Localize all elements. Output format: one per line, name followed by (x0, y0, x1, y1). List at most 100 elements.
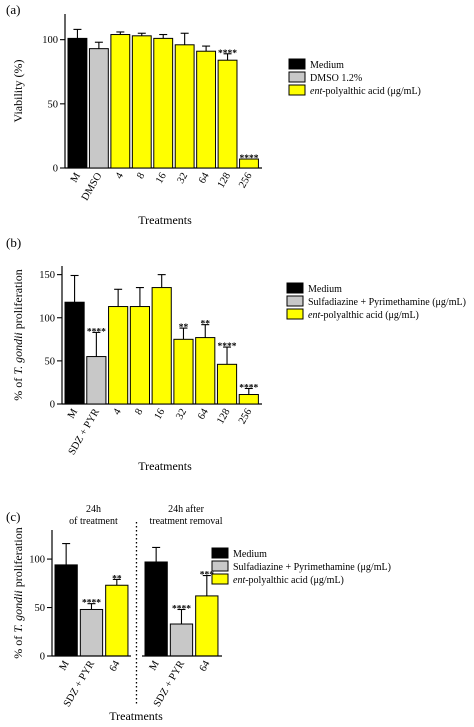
bar-4 (108, 306, 129, 405)
y-axis-label: Viability (%) (11, 60, 25, 123)
x-tick-label: 8 (135, 171, 147, 181)
significance-label: **** (87, 327, 106, 337)
bar-16 (153, 37, 174, 169)
x-axis-label: Treatments (109, 709, 163, 723)
legend-label: Sulfadiazine + Pyrimethamine (μg/mL) (308, 297, 466, 308)
y-tick-label: 50 (48, 99, 59, 110)
x-tick-label: 32 (175, 171, 190, 186)
y-tick-label: 100 (29, 555, 45, 566)
x-axis-label: Treatments (138, 459, 192, 473)
x-tick-label: 64 (196, 406, 211, 421)
significance-label: **** (239, 154, 258, 164)
y-tick-label: 0 (53, 164, 58, 175)
bar-sdz-pyr (169, 623, 194, 657)
x-tick-label: 16 (154, 171, 169, 186)
x-tick-label: 128 (216, 171, 233, 190)
y-tick-label: 100 (42, 35, 58, 46)
legend-label: Medium (233, 549, 267, 560)
bar-64 (195, 337, 216, 405)
bar-m (67, 37, 88, 169)
y-tick-label: 100 (39, 313, 55, 324)
bar-8 (129, 306, 150, 405)
legend-swatch (286, 295, 304, 307)
chart-panel-3: (c) 0 50 100 % of T. gondii proliferation Tre… (6, 504, 391, 723)
bar-8 (131, 35, 152, 169)
group-title: 24h after (168, 504, 204, 515)
bar-64 (195, 595, 219, 657)
significance-label: **** (218, 49, 237, 59)
legend-label: Sulfadiazine + Pyrimethamine (μg/mL) (233, 562, 391, 573)
bar-dmso (88, 48, 109, 169)
x-tick-label: 256 (237, 171, 254, 190)
bar-4 (110, 34, 131, 169)
panel-label: (c) (6, 509, 20, 524)
legend-swatch (211, 573, 229, 585)
legend-swatch (286, 282, 304, 294)
legend-swatch (288, 84, 306, 96)
legend: Medium Sulfadiazine + Pyrimethamine (μg/m… (286, 282, 466, 321)
x-tick-label: 16 (153, 407, 168, 422)
x-tick-label: DMSO (80, 171, 105, 203)
significance-label: **** (218, 342, 237, 352)
bar-m (54, 564, 78, 657)
x-tick-label: 64 (197, 170, 212, 185)
x-tick-label: 4 (114, 170, 127, 181)
bar-128 (217, 59, 238, 169)
chart-panel-2: (b) 0 50 100 150 % of T. gondii proliferation… (6, 235, 466, 473)
significance-label: ** (200, 320, 210, 330)
x-tick-label: 128 (215, 407, 232, 426)
x-tick-label: 256 (237, 407, 254, 426)
significance-label: ** (179, 323, 189, 333)
bar-128 (216, 363, 238, 405)
bar-m (144, 561, 168, 657)
x-tick-label: M (148, 658, 163, 672)
panel-label: (b) (6, 235, 21, 250)
y-tick-label: 150 (39, 270, 55, 281)
legend-label: Medium (310, 60, 344, 71)
legend-label: Medium (308, 284, 342, 295)
bar-64 (105, 584, 129, 657)
legend-swatch (211, 560, 229, 572)
x-axis-label: Treatments (138, 213, 192, 227)
significance-label: ** (112, 574, 122, 584)
legend-swatch (288, 71, 306, 83)
y-axis-label: % of T. gondii proliferation (11, 527, 25, 658)
bar-64 (196, 50, 217, 169)
significance-label: *** (200, 571, 215, 581)
legend-label: DMSO 1.2% (310, 73, 362, 84)
y-tick-label: 0 (40, 652, 45, 663)
x-tick-label: 32 (174, 407, 189, 422)
significance-label: **** (82, 599, 101, 609)
legend-swatch (288, 58, 306, 70)
significance-label: **** (172, 604, 191, 614)
x-tick-label: 8 (133, 407, 145, 417)
group-title: treatment removal (149, 516, 222, 527)
group-title: of treatment (69, 516, 118, 527)
x-tick-label: 64 (108, 658, 123, 673)
x-tick-label: M (69, 170, 84, 184)
legend: Medium Sulfadiazine + Pyrimethamine (μg/m… (211, 547, 391, 586)
legend-label: ent-polyalthic acid (μg/mL) (308, 310, 419, 321)
bar-16 (151, 287, 172, 405)
y-axis-label: % of T. gondii proliferation (11, 269, 25, 400)
bar-m (64, 301, 85, 405)
legend-swatch (286, 308, 304, 320)
legend-label: ent-polyalthic acid (μg/mL) (310, 86, 421, 97)
bar-32 (173, 338, 194, 405)
bar-sdz-pyr (86, 356, 107, 405)
bar-256 (238, 394, 259, 405)
x-tick-label: 4 (112, 406, 125, 417)
x-tick-label: M (58, 658, 73, 672)
bar-32 (174, 44, 195, 169)
panel-label: (a) (6, 2, 20, 17)
x-tick-label: M (66, 406, 81, 420)
bar-256 (239, 158, 259, 169)
y-tick-label: 50 (35, 603, 46, 614)
legend: Medium DMSO 1.2% ent-polyalthic acid (μg/m… (288, 58, 421, 97)
legend-swatch (211, 547, 229, 559)
significance-label: **** (239, 383, 258, 393)
bar-sdz-pyr (79, 608, 104, 657)
y-tick-label: 0 (50, 400, 55, 411)
